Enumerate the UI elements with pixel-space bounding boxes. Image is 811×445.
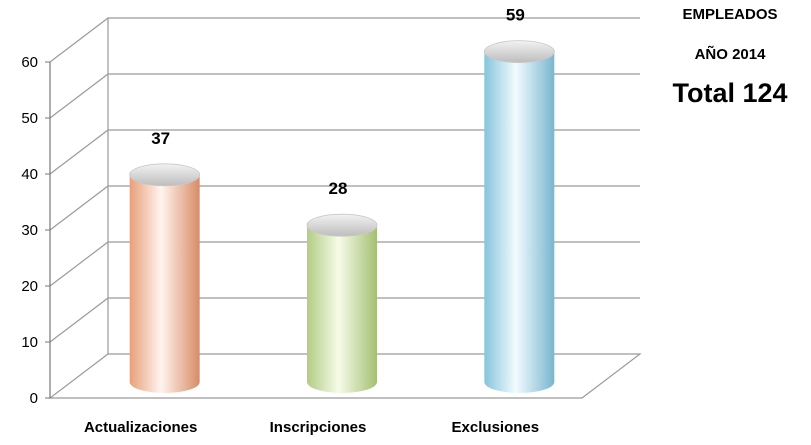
bar-3 <box>483 40 555 393</box>
chart-title-total: Total 124 <box>672 78 788 108</box>
y-tick-label: 10 <box>21 334 38 351</box>
y-tick-label: 60 <box>21 54 38 71</box>
gridline <box>49 129 640 175</box>
y-tick-label: 20 <box>21 278 38 295</box>
data-label: 59 <box>506 6 525 25</box>
y-tick-label: 40 <box>21 166 38 183</box>
x-tick-label: Actualizaciones <box>84 419 197 436</box>
bar-top <box>129 163 201 187</box>
bar-body <box>129 174 200 393</box>
x-tick-label: Exclusiones <box>452 419 540 436</box>
gridline <box>49 297 640 343</box>
gridline <box>49 185 640 231</box>
gridline <box>49 17 640 63</box>
data-label: 28 <box>329 179 348 198</box>
y-tick-label: 0 <box>30 390 38 407</box>
bar-1 <box>129 163 201 393</box>
x-tick-label: Inscripciones <box>270 419 367 436</box>
bar-body <box>484 51 555 393</box>
chart-floor <box>48 353 642 399</box>
bar-body <box>307 225 377 393</box>
bar-2 <box>306 213 378 393</box>
chart-title-line-2: AÑO 2014 <box>694 46 766 63</box>
data-label: 37 <box>151 129 170 148</box>
chart-title-line-1: EMPLEADOS <box>682 6 778 23</box>
gridline <box>49 241 640 287</box>
bar-top <box>483 40 555 63</box>
bar-top <box>306 213 378 237</box>
y-tick-label: 50 <box>21 110 38 127</box>
gridline <box>49 73 640 119</box>
y-tick-label: 30 <box>21 222 38 239</box>
